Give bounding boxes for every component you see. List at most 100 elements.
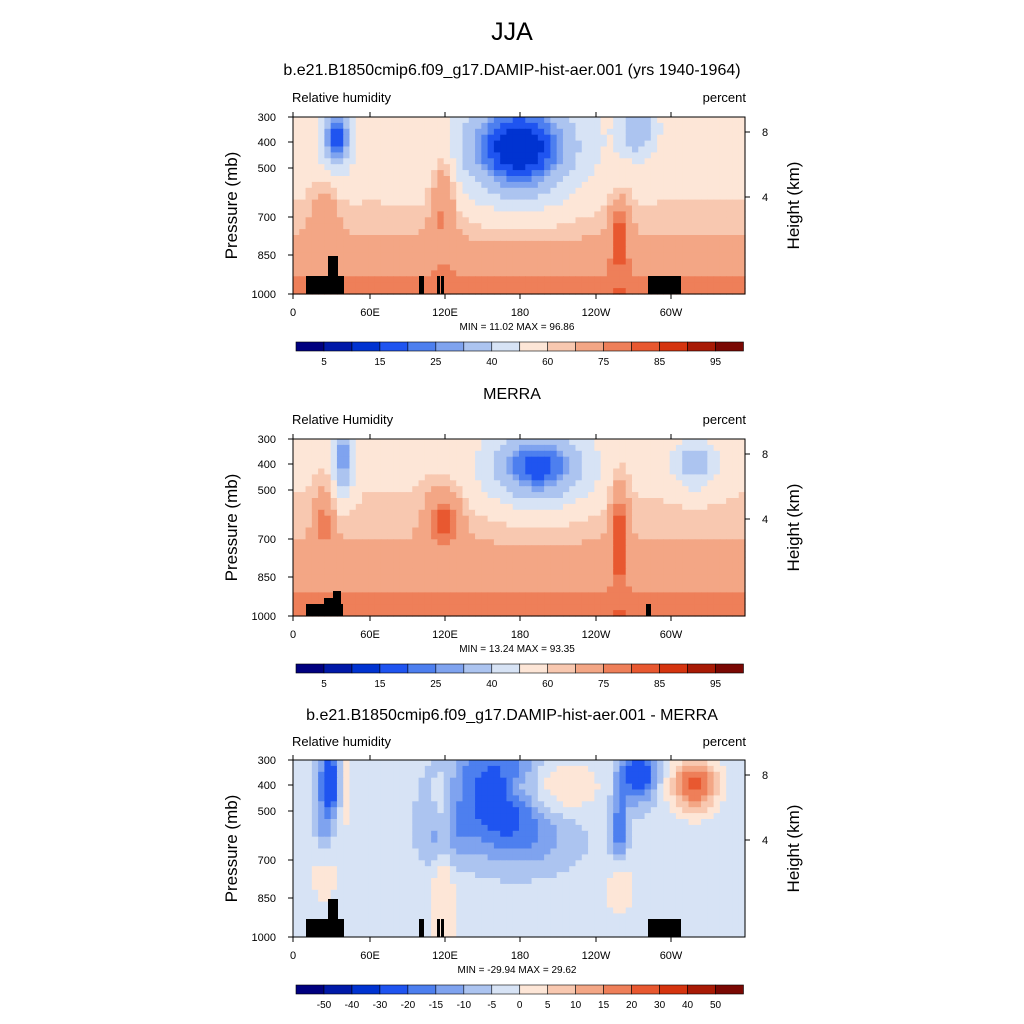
field-cell: [638, 158, 646, 165]
field-cell: [387, 211, 395, 218]
field-cell: [675, 598, 683, 605]
field-cell: [632, 176, 639, 183]
field-cell: [575, 270, 583, 277]
field-cell: [556, 217, 564, 224]
field-cell: [638, 533, 646, 540]
field-cell: [362, 598, 369, 605]
field-cell: [562, 217, 570, 224]
field-cell: [575, 498, 583, 505]
field-cell: [462, 515, 470, 523]
field-cell: [355, 193, 363, 201]
field-cell: [663, 235, 671, 242]
field-cell: [669, 760, 677, 767]
field-cell: [707, 533, 715, 540]
field-cell: [481, 450, 489, 458]
field-cell: [374, 486, 382, 493]
field-cell: [600, 521, 608, 529]
field-cell: [594, 468, 602, 475]
field-cell: [406, 598, 413, 605]
field-cell: [519, 205, 526, 212]
field-cell: [368, 134, 376, 142]
field-cell: [663, 152, 671, 159]
field-cell: [726, 789, 734, 796]
field-cell: [525, 205, 533, 212]
field-cell: [688, 480, 696, 487]
field-cell: [632, 223, 639, 230]
field-cell: [675, 509, 683, 517]
field-cell: [556, 586, 564, 593]
field-cell: [531, 760, 539, 767]
field-cell: [519, 503, 526, 511]
field-cell: [293, 146, 300, 153]
field-cell: [544, 264, 551, 271]
panel-2-min-max: MIN = 13.24 MAX = 93.35: [459, 644, 575, 655]
field-cell: [330, 795, 338, 802]
field-cell: [663, 146, 671, 153]
field-cell: [701, 229, 708, 236]
field-cell: [675, 574, 683, 582]
field-cell: [600, 568, 608, 576]
field-cell: [368, 235, 376, 242]
field-cell: [675, 580, 683, 588]
field-cell: [688, 146, 696, 153]
field-cell: [399, 486, 407, 493]
field-cell: [550, 140, 558, 148]
field-cell: [387, 158, 395, 165]
field-cell: [556, 223, 564, 230]
field-cell: [562, 134, 570, 142]
field-cell: [701, 134, 708, 142]
field-cell: [531, 158, 539, 165]
field-cell: [657, 205, 664, 212]
field-cell: [493, 235, 501, 242]
field-cell: [330, 217, 338, 224]
colorbar-segment: [547, 341, 576, 352]
field-cell: [719, 439, 727, 446]
field-cell: [732, 181, 740, 189]
field-cell: [311, 545, 319, 552]
field-cell: [380, 801, 388, 808]
field-cell: [324, 205, 332, 212]
field-cell: [675, 439, 683, 446]
field-cell: [299, 783, 307, 791]
field-cell: [418, 444, 426, 452]
field-cell: [625, 134, 633, 142]
field-cell: [462, 521, 470, 529]
field-cell: [493, 128, 501, 136]
x-tick-label: 0: [290, 629, 296, 641]
field-cell: [512, 795, 520, 802]
field-cell: [500, 557, 508, 564]
field-cell: [318, 586, 325, 593]
field-cell: [650, 450, 658, 458]
field-cell: [606, 246, 614, 254]
field-cell: [638, 270, 646, 277]
field-cell: [481, 492, 489, 499]
field-cell: [556, 456, 564, 464]
field-cell: [393, 193, 401, 201]
field-cell: [663, 140, 671, 148]
field-cell: [418, 771, 426, 779]
field-cell: [481, 795, 489, 802]
field-cell: [556, 760, 564, 767]
field-cell: [311, 515, 319, 523]
field-cell: [336, 521, 344, 529]
field-cell: [512, 492, 520, 499]
y2-tick-label: 8: [762, 449, 768, 461]
field-cell: [594, 140, 602, 148]
field-cell: [550, 450, 558, 458]
field-cell: [519, 771, 526, 779]
colorbar-segment: [603, 663, 632, 674]
field-cell: [343, 258, 351, 266]
field-cell: [362, 777, 369, 785]
field-cell: [387, 474, 395, 481]
field-cell: [349, 498, 357, 505]
field-cell: [588, 128, 595, 136]
field-cell: [462, 258, 470, 266]
field-cell: [324, 545, 332, 552]
field-cell: [468, 122, 476, 130]
field-cell: [380, 551, 388, 558]
field-cell: [544, 580, 551, 588]
field-cell: [638, 551, 646, 558]
field-cell: [726, 760, 734, 767]
field-cell: [682, 480, 690, 487]
field-cell: [487, 223, 495, 230]
